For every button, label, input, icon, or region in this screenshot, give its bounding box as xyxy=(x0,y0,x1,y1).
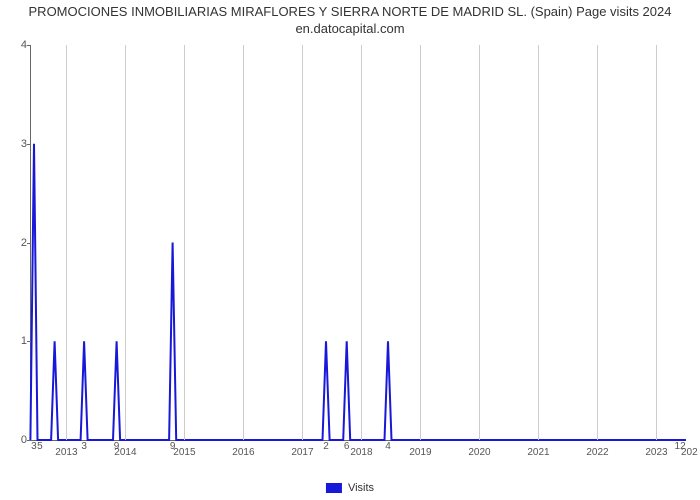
gridline xyxy=(243,45,244,440)
spike-value-label: 12 xyxy=(675,441,686,452)
spike-value-label: 9 xyxy=(114,441,120,452)
legend-label: Visits xyxy=(348,482,374,494)
x-tick-year: 2023 xyxy=(645,447,667,458)
y-tick-label: 0 xyxy=(13,434,27,446)
y-tick-label: 4 xyxy=(13,39,27,51)
gridline xyxy=(125,45,126,440)
y-tick-label: 1 xyxy=(13,335,27,347)
x-tick-year: 2016 xyxy=(232,447,254,458)
spike-value-label: 6 xyxy=(344,441,350,452)
title-line-2: en.datocapital.com xyxy=(295,21,404,36)
x-tick-year: 2021 xyxy=(527,447,549,458)
x-tick-year: 2022 xyxy=(586,447,608,458)
y-tick-mark xyxy=(27,341,31,342)
spike-value-label: 2 xyxy=(323,441,329,452)
x-tick-year: 2015 xyxy=(173,447,195,458)
chart-title: PROMOCIONES INMOBILIARIAS MIRAFLORES Y S… xyxy=(0,0,700,38)
x-tick-year: 2017 xyxy=(291,447,313,458)
title-line-1: PROMOCIONES INMOBILIARIAS MIRAFLORES Y S… xyxy=(29,4,672,19)
chart-area: 0123420132014201520162017201820192020202… xyxy=(30,45,685,440)
y-tick-label: 3 xyxy=(13,138,27,150)
spike-value-label: 3 xyxy=(31,441,37,452)
legend: Visits xyxy=(326,482,374,494)
gridline xyxy=(361,45,362,440)
y-tick-label: 2 xyxy=(13,237,27,249)
x-tick-year: 2018 xyxy=(350,447,372,458)
gridline xyxy=(420,45,421,440)
y-tick-mark xyxy=(27,45,31,46)
plot-region: 0123420132014201520162017201820192020202… xyxy=(30,45,686,441)
legend-swatch xyxy=(326,483,342,493)
gridline xyxy=(66,45,67,440)
gridline xyxy=(597,45,598,440)
visits-line xyxy=(31,45,686,440)
gridline xyxy=(302,45,303,440)
gridline xyxy=(184,45,185,440)
gridline xyxy=(656,45,657,440)
y-tick-mark xyxy=(27,243,31,244)
gridline xyxy=(538,45,539,440)
spike-value-label: 4 xyxy=(385,441,391,452)
spike-value-label: 9 xyxy=(170,441,176,452)
spike-value-label: 5 xyxy=(37,441,43,452)
chart-container: PROMOCIONES INMOBILIARIAS MIRAFLORES Y S… xyxy=(0,0,700,500)
y-tick-mark xyxy=(27,144,31,145)
spike-value-label: 3 xyxy=(81,441,87,452)
x-tick-year: 2013 xyxy=(55,447,77,458)
gridline xyxy=(479,45,480,440)
x-tick-year: 2020 xyxy=(468,447,490,458)
x-tick-year: 2019 xyxy=(409,447,431,458)
